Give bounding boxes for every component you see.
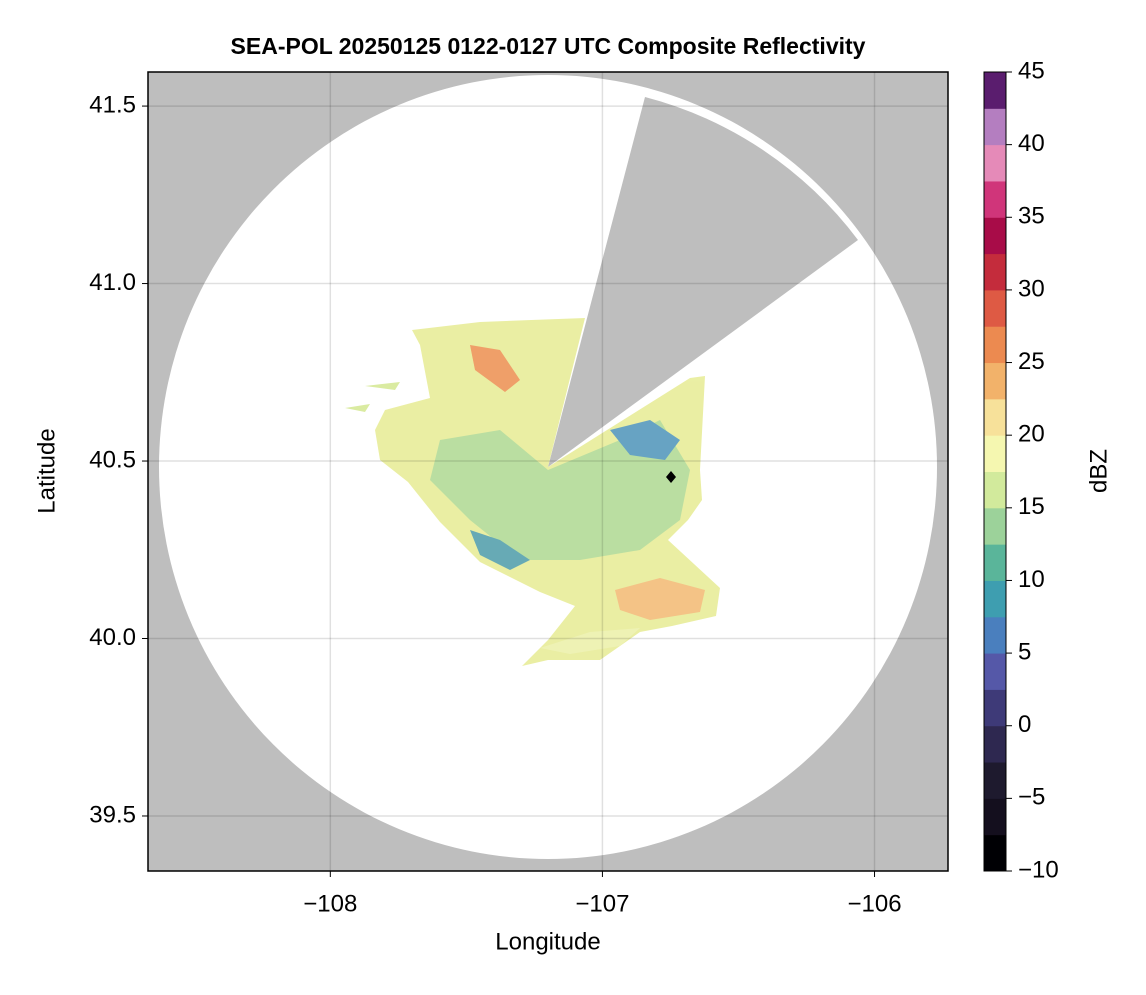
chart-title: SEA-POL 20250125 0122-0127 UTC Composite… [231,33,866,59]
plot-frame [147,71,949,872]
grid [148,72,948,871]
colorbar-tick-label: 25 [1018,348,1045,375]
x-tick-label: −108 [303,890,357,917]
y-tick-label: 39.5 [89,801,136,828]
echo-band [540,628,640,654]
colorbar-tick-label: 15 [1018,493,1045,520]
colorbar-band [984,798,1006,836]
colorbar-band [984,362,1006,400]
site-marker [666,471,676,483]
x-axis-label: Longitude [495,928,600,955]
echo-moderate [430,420,690,560]
echo-fragment [345,382,400,412]
colorbar-band [984,653,1006,690]
colorbar-band [984,217,1006,255]
colorbar-tick-label: −10 [1018,856,1059,883]
colorbar-label: dBZ [1085,449,1112,493]
y-tick-label: 41.5 [89,91,136,118]
colorbar-band [984,580,1006,618]
colorbar-band [984,544,1006,581]
colorbar-tick-label: 5 [1018,638,1031,665]
blocked-sector [548,97,858,467]
colorbar-band [984,834,1006,872]
colorbar-band [984,326,1006,364]
plot-area [148,72,948,871]
colorbar-band [984,72,1006,109]
colorbar-frame [983,71,1007,872]
y-tick-label: 40.5 [89,446,136,473]
colorbar-band [984,144,1006,182]
colorbar-band [984,762,1006,799]
colorbar-band [984,689,1006,727]
colorbar-tick-label: −5 [1018,784,1045,811]
echo-cell [470,530,530,570]
echo-cell [610,420,680,460]
colorbar-band [984,253,1006,291]
colorbar-band [984,507,1006,545]
colorbar-tick-label: 30 [1018,275,1045,302]
colorbar-band [984,180,1006,218]
colorbar-band [984,725,1006,763]
x-tick-label: −106 [847,890,901,917]
echo-strong [615,578,705,620]
colorbar-band [984,616,1006,654]
colorbar-band [984,398,1006,436]
colorbar-band [984,289,1006,327]
y-axis-label: Latitude [33,428,60,513]
echo-field [345,318,720,666]
colorbar-band [984,435,1006,472]
colorbar-tick-label: 20 [1018,421,1045,448]
colorbar-tick-label: 10 [1018,566,1045,593]
colorbar-band [984,471,1006,509]
y-tick-label: 41.0 [89,269,136,296]
x-tick-label: −107 [575,890,629,917]
colorbar-tick-label: 35 [1018,203,1045,230]
y-tick-label: 40.0 [89,624,136,651]
colorbar-tick-label: 40 [1018,130,1045,157]
colorbar-tick-label: 45 [1018,57,1045,84]
colorbar-band [984,108,1006,146]
echo-strong [470,345,520,392]
colorbar-tick-label: 0 [1018,711,1031,738]
